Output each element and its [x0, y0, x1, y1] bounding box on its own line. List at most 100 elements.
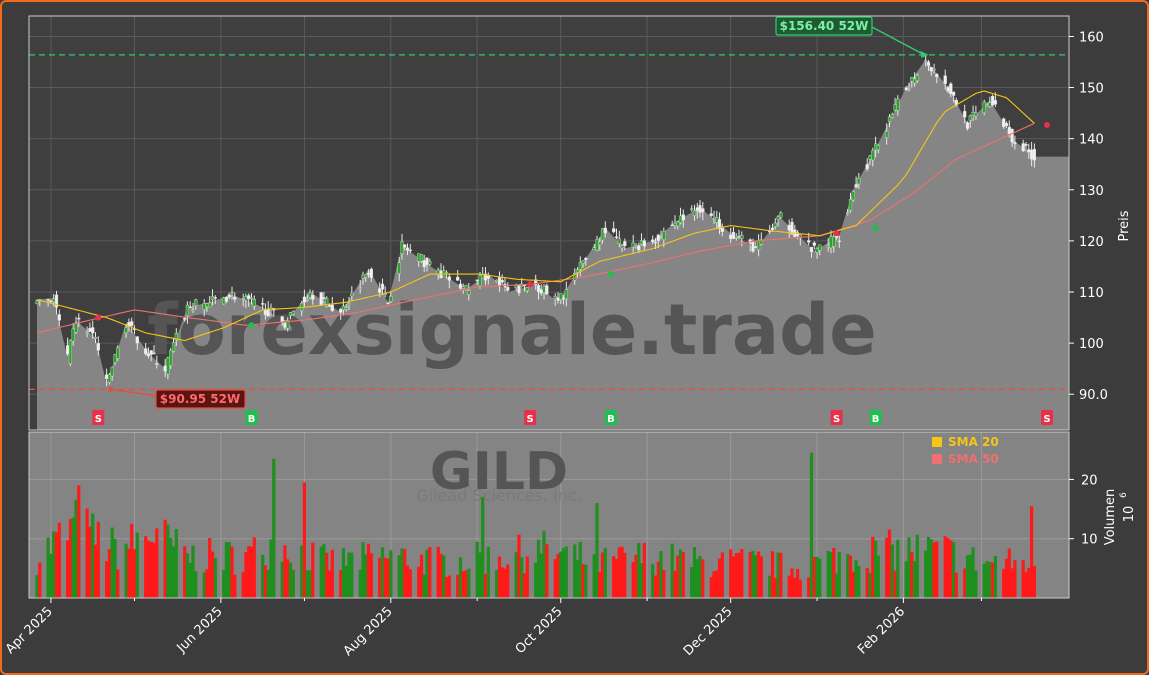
candle-body [662, 230, 666, 240]
volume-bar [932, 542, 936, 598]
signal-label: B [248, 414, 256, 425]
volume-bar [35, 575, 39, 598]
volume-bar [913, 561, 917, 598]
volume-bar [174, 529, 178, 598]
volume-bar [773, 577, 777, 598]
candle-body [991, 95, 995, 106]
volume-bar [378, 557, 382, 598]
legend-swatch [932, 454, 942, 464]
volume-unit-label: 10 [1122, 506, 1137, 523]
volume-bar [447, 575, 451, 598]
candle-body [773, 222, 777, 227]
volume-bar [233, 574, 237, 598]
volume-bar [974, 570, 978, 598]
candle-body [478, 275, 482, 287]
reference-lines: $156.40 52W $90.95 52W [29, 16, 1069, 409]
volume-bar [612, 556, 616, 598]
candle-body [389, 296, 393, 302]
volume-bar [68, 519, 72, 598]
candle-body [35, 300, 39, 305]
volume-bar [467, 568, 471, 598]
volume-bar [634, 554, 638, 598]
high-52w-label: $156.40 52W [780, 19, 869, 33]
volume-bar [361, 542, 365, 598]
candle-body [252, 299, 256, 307]
candle-body [731, 231, 736, 239]
candle-body [896, 98, 900, 111]
signal-badge [830, 410, 843, 425]
candle-body [653, 241, 658, 244]
volume-bar [993, 555, 997, 598]
volume-bar [85, 508, 89, 598]
legend-label: SMA 20 [948, 435, 999, 449]
volume-bar [807, 577, 811, 598]
candle-body [386, 302, 390, 304]
volume-bar [325, 552, 329, 598]
candle-body [113, 354, 117, 363]
candle-body [74, 322, 78, 333]
volume-bar [132, 549, 137, 598]
volume-bar [1007, 548, 1011, 598]
signal-badge [92, 410, 105, 425]
candle-body [233, 296, 237, 300]
volume-bar [305, 570, 309, 598]
volume-bar [344, 565, 348, 598]
low-52w-arrow [110, 388, 158, 397]
candle-body [848, 199, 853, 211]
candle-body [709, 213, 713, 216]
candle-body [96, 343, 100, 351]
price-panel-border [28, 15, 1070, 431]
signal-label: B [607, 414, 615, 425]
volume-bar [729, 549, 733, 598]
candle-body [695, 207, 699, 211]
candle-body [1024, 144, 1028, 146]
volume-bar [107, 549, 111, 598]
candle-body [692, 210, 697, 216]
candle-body [904, 87, 908, 91]
legend-label: SMA 50 [948, 452, 999, 466]
close-area [29, 59, 1069, 431]
candle-body [495, 279, 499, 283]
candle-body [929, 67, 933, 72]
volume-bar [617, 547, 621, 598]
candle-body [208, 302, 212, 308]
candle-body [155, 363, 159, 365]
volume-bar [183, 546, 187, 598]
volume-bar [662, 570, 666, 598]
volume-bar [885, 537, 889, 598]
candle-body [715, 216, 719, 223]
volume-bar [690, 567, 694, 598]
sma50-line [36, 122, 1035, 334]
candle-body [403, 244, 407, 248]
volume-bar [425, 549, 429, 598]
candle-body [174, 333, 178, 341]
volume-bar [74, 499, 78, 598]
volume-bar [592, 554, 596, 598]
volume-bar [534, 562, 538, 598]
candle-body [1029, 149, 1034, 160]
candle-body [1004, 122, 1009, 127]
low-52w-label-box [155, 389, 246, 409]
candle-body [623, 241, 627, 247]
candle-body [1013, 141, 1017, 144]
signal-marker [527, 281, 534, 288]
candle-body [865, 164, 869, 170]
candle-body [486, 275, 490, 279]
volume-bar [770, 551, 775, 598]
candle-body [144, 348, 148, 355]
candle-body [993, 100, 997, 105]
candle-body [935, 74, 939, 78]
volume-bar [595, 503, 599, 598]
volume-bar [500, 567, 504, 598]
volume-bar [405, 565, 410, 598]
candle-body [1002, 118, 1006, 127]
volume-bar [539, 553, 543, 598]
candle-body [910, 77, 914, 82]
candle-body [670, 224, 674, 227]
volume-bar [127, 548, 131, 598]
volume-bar [1021, 560, 1025, 598]
candle-body [93, 337, 98, 339]
volume-bar [149, 541, 153, 598]
candle-body [305, 299, 309, 301]
volume-bar [280, 561, 284, 598]
